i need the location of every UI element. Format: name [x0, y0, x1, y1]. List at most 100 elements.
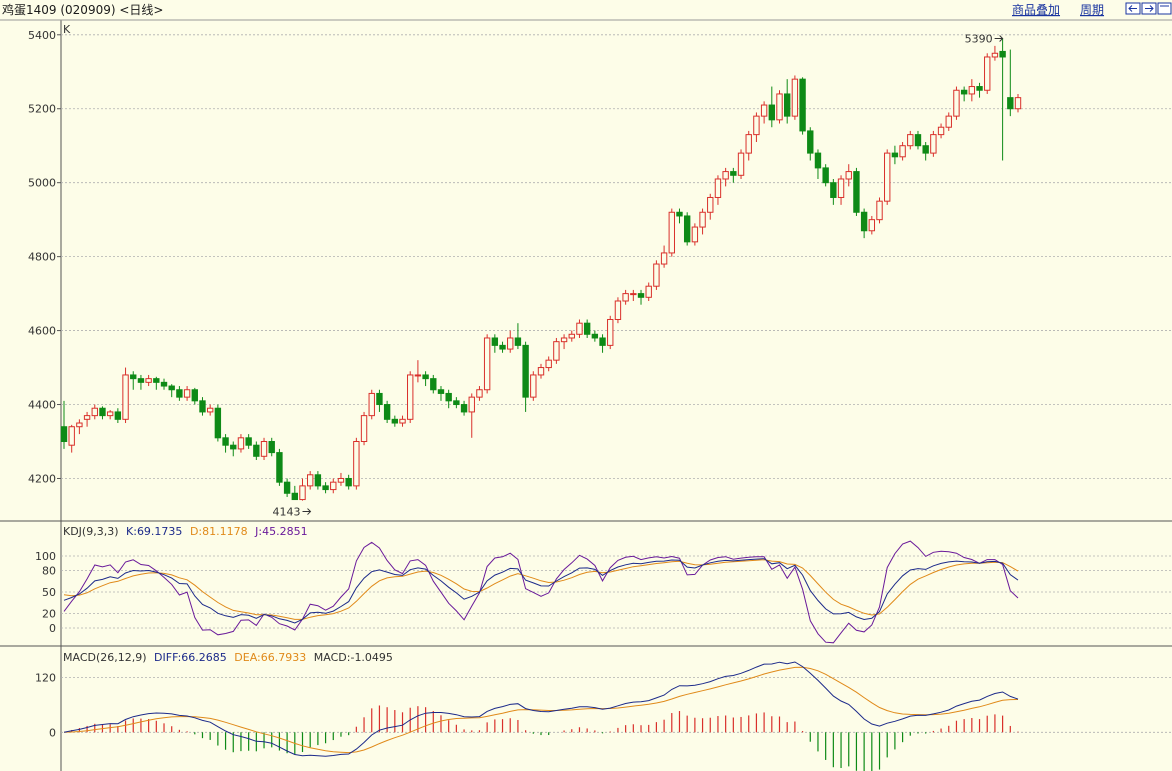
candle-body — [607, 318, 614, 346]
candle-body — [660, 252, 668, 265]
candle-body — [930, 134, 937, 154]
kdj-d-name: D — [190, 525, 198, 538]
kdj-j-name: J — [254, 525, 258, 538]
overlay-link[interactable]: 商品叠加 — [1012, 2, 1060, 17]
candle-body — [276, 452, 283, 483]
candle-body — [807, 130, 814, 154]
candle-body — [976, 86, 983, 91]
candle-body — [460, 404, 468, 413]
candle-body — [560, 337, 568, 343]
kdj-k-name: K — [126, 525, 134, 538]
candle-body — [576, 322, 583, 335]
candle-body — [1007, 97, 1014, 110]
candle-body — [553, 341, 560, 361]
y-tick-label: 4400 — [28, 399, 56, 412]
candle-body — [407, 374, 414, 420]
candle-body — [745, 134, 752, 154]
macd-plot — [63, 661, 1019, 771]
candle-body — [153, 378, 160, 383]
candle-body — [968, 86, 976, 95]
candlestick-series[interactable] — [60, 38, 1022, 501]
candle-body — [845, 171, 852, 180]
candle-body — [422, 374, 429, 380]
candle-body — [837, 178, 845, 198]
max-arrow — [994, 35, 1004, 42]
candle-body — [537, 367, 545, 376]
candle-body — [206, 407, 214, 413]
candle-body — [483, 337, 491, 391]
candle-body — [991, 52, 999, 58]
window-icon[interactable] — [1157, 2, 1172, 15]
min-arrow — [302, 508, 312, 515]
candle-body — [383, 404, 391, 420]
candle-body — [822, 167, 829, 184]
y-tick-label: 4800 — [28, 251, 56, 264]
candle-body — [491, 337, 499, 346]
candle-body — [160, 381, 168, 387]
nav-right-icon[interactable] — [1141, 2, 1157, 15]
candle-body — [60, 426, 68, 443]
candle-body — [437, 389, 445, 394]
candle-body — [791, 78, 799, 117]
period-link[interactable]: 周期 — [1080, 3, 1104, 17]
y-tick-label: 5400 — [28, 29, 56, 42]
candle-body — [214, 407, 222, 439]
candle-body — [699, 211, 706, 228]
candle-body — [937, 126, 945, 136]
candle-body — [360, 415, 368, 443]
candle-body — [137, 378, 145, 383]
nav-left-icon[interactable] — [1125, 2, 1141, 15]
candle-body — [522, 344, 529, 398]
candle-body — [106, 411, 114, 417]
candle-body — [891, 152, 899, 158]
candle-body — [999, 50, 1006, 58]
candle-body — [591, 333, 599, 339]
candle-body — [268, 441, 275, 454]
candle-body — [337, 477, 345, 483]
candle-body — [707, 196, 714, 213]
candle-body — [353, 441, 360, 487]
candle-body — [853, 171, 860, 213]
candle-body — [714, 178, 722, 198]
y-tick-label: 5000 — [28, 177, 56, 190]
candle-body — [291, 492, 298, 501]
candle-body — [760, 104, 768, 117]
kdj-j-line — [63, 540, 1019, 644]
candle-body — [230, 444, 237, 450]
candle-body — [83, 415, 91, 420]
candle-body — [176, 389, 183, 398]
kdj-tick-label: 100 — [35, 550, 56, 563]
candle-body — [637, 293, 645, 298]
kdj-d-line — [63, 559, 1019, 620]
candle-body — [814, 152, 822, 169]
candle-body — [830, 182, 837, 198]
candle-body — [222, 437, 229, 446]
candle-body — [737, 152, 745, 176]
candle-body — [668, 211, 675, 254]
candle-body — [376, 392, 383, 406]
candle-body — [445, 392, 452, 402]
candle-body — [884, 152, 891, 202]
candle-body — [599, 337, 606, 346]
candle-body — [514, 337, 522, 346]
candle-body — [237, 437, 245, 450]
candle-body — [183, 389, 191, 398]
kdj-tick-label: 50 — [42, 586, 56, 599]
candle-body — [114, 411, 122, 420]
candle-body — [730, 171, 737, 176]
candle-body — [784, 93, 791, 117]
candle-body — [453, 400, 460, 406]
candle-body — [168, 385, 175, 391]
candle-body — [76, 422, 83, 428]
candle-body — [499, 344, 506, 350]
candle-body — [307, 474, 314, 487]
kdj-tick-label: 20 — [42, 608, 56, 621]
max-price-label: 5390 — [965, 32, 993, 45]
kdj-k-line — [63, 558, 1019, 624]
candle-body — [860, 211, 868, 232]
candle-body — [68, 426, 75, 446]
candle-body — [899, 145, 906, 158]
candle-body — [614, 300, 622, 320]
macd-diff-line — [63, 661, 1019, 757]
